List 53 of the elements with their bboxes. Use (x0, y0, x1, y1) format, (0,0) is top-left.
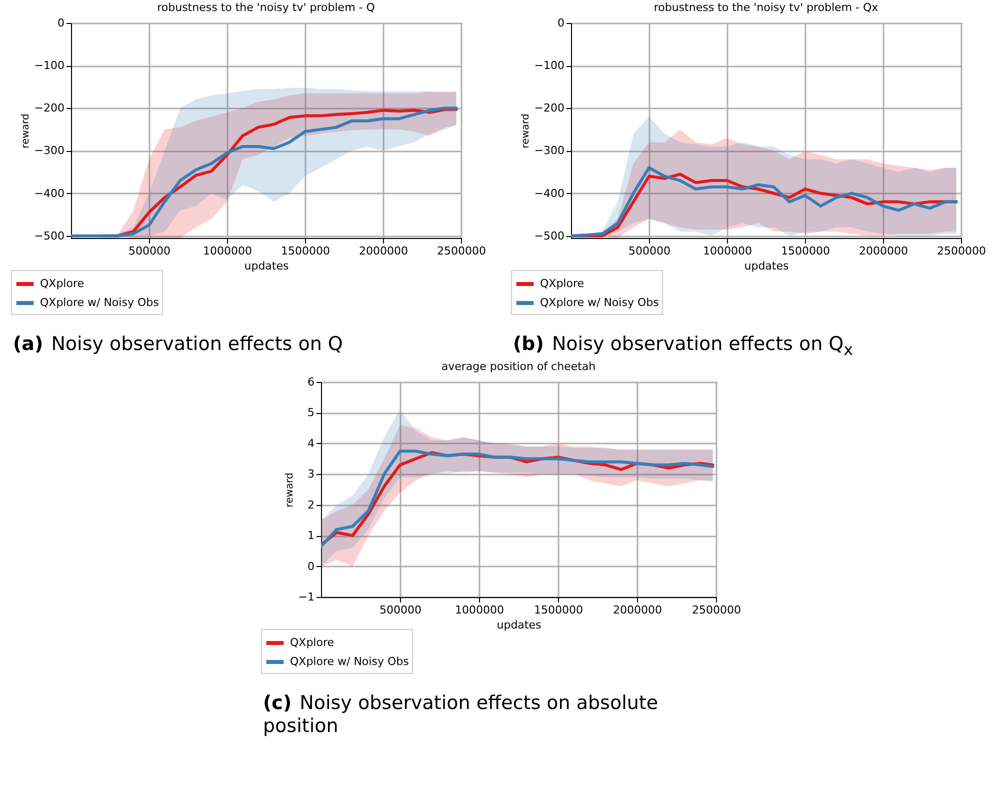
x-tick-label: 1000000 (203, 244, 252, 258)
y-tick-label: 0 (58, 16, 64, 30)
x-tick-label: 500000 (380, 603, 422, 616)
x-tick-label: 1000000 (455, 603, 504, 616)
y-axis-title: reward (20, 114, 32, 148)
legend-label: QXplore (40, 277, 84, 290)
chart-title: average position of cheetah (441, 360, 596, 373)
y-tick-label: 0 (558, 16, 564, 30)
y-tick-label: 3 (308, 467, 314, 480)
text: (b) Noisy observation effects on Q$_{x}$ (513, 333, 854, 359)
y-tick-label: 5 (308, 406, 314, 419)
x-tick-label: 500000 (628, 244, 670, 258)
y-tick-label: 1 (308, 528, 314, 542)
x-tick-label: 2500000 (437, 244, 486, 258)
x-tick-label: 2500000 (692, 603, 741, 616)
y-tick-label: −400 (34, 186, 64, 200)
x-tick-label: 1500000 (781, 244, 830, 258)
x-tick-label: 2000000 (859, 244, 908, 258)
x-tick-label: 2000000 (613, 603, 662, 616)
y-tick-label: 6 (308, 375, 314, 388)
y-tick-label: 4 (308, 436, 314, 450)
y-tick-label: −100 (534, 59, 564, 72)
legend-label: QXplore w/ Noisy Obs (540, 296, 660, 309)
x-tick-label: 1500000 (534, 603, 583, 616)
x-axis-title: updates (244, 260, 290, 272)
y-tick-label: −500 (34, 229, 64, 242)
x-tick-label: 1500000 (281, 244, 330, 258)
chart-title: robustness to the 'noisy tv' problem - Q (157, 1, 376, 14)
text: (a) Noisy observation effects on Q (13, 333, 343, 355)
y-tick-label: −200 (34, 102, 64, 115)
x-tick-label: 2500000 (937, 244, 986, 258)
x-tick-label: 2000000 (359, 244, 408, 258)
y-tick-label: −300 (34, 144, 64, 158)
chart-title: robustness to the 'noisy tv' problem - Qx (654, 1, 879, 14)
y-tick-label: −100 (34, 59, 64, 72)
text: (c) Noisy observation effects on absolute position (263, 692, 658, 737)
y-tick-label: −400 (534, 186, 564, 200)
x-tick-label: 1000000 (703, 244, 752, 258)
legend-label: QXplore (540, 277, 584, 290)
y-axis-title: reward (520, 114, 532, 148)
y-tick-label: −1 (298, 590, 314, 604)
legend-label: QXplore w/ Noisy Obs (40, 296, 160, 309)
y-tick-label: −200 (534, 102, 564, 115)
legend-label: QXplore w/ Noisy Obs (290, 654, 410, 668)
y-tick-label: 2 (308, 498, 314, 512)
x-axis-title: updates (744, 260, 790, 272)
legend-label: QXplore (290, 636, 334, 649)
y-tick-label: 0 (308, 560, 314, 573)
x-axis-title: updates (496, 618, 542, 632)
x-tick-label: 500000 (128, 244, 170, 258)
y-tick-label: −500 (534, 229, 564, 242)
y-tick-label: −300 (534, 144, 564, 158)
y-axis-title: reward (284, 472, 296, 508)
